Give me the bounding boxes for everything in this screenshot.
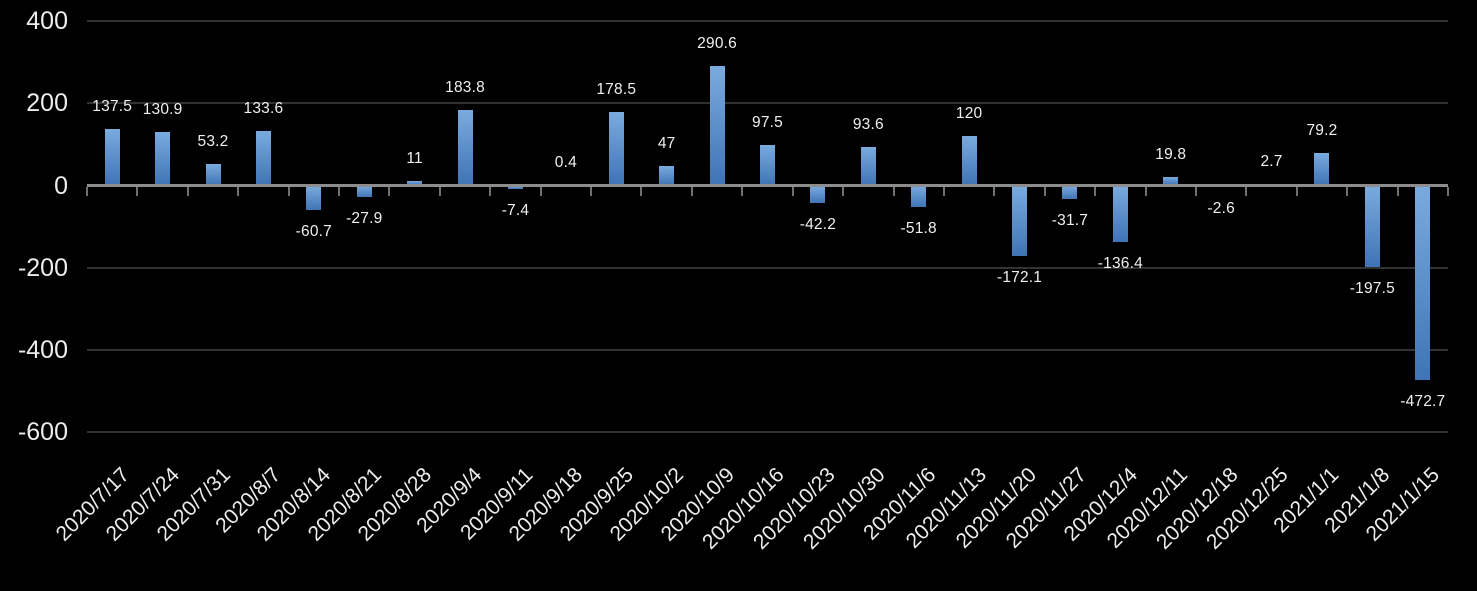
bar-value-label: 79.2 bbox=[1306, 121, 1338, 139]
bar-value-label: 137.5 bbox=[92, 97, 133, 115]
y-axis-label: -600 bbox=[17, 418, 68, 447]
bar-value-label: -42.2 bbox=[799, 215, 837, 233]
gridline bbox=[87, 349, 1448, 352]
bar-value-label: -60.7 bbox=[295, 223, 332, 241]
bar-value-label: 53.2 bbox=[197, 132, 229, 150]
bar bbox=[709, 65, 725, 186]
bar bbox=[1415, 185, 1431, 381]
axis-tick bbox=[1144, 187, 1147, 196]
x-axis-line bbox=[87, 184, 1448, 187]
axis-tick bbox=[640, 187, 643, 196]
bar-value-label: 178.5 bbox=[596, 81, 637, 99]
bar bbox=[356, 185, 372, 197]
bar-value-label: 19.8 bbox=[1155, 146, 1187, 164]
axis-tick bbox=[287, 187, 290, 196]
bar-value-label: -51.8 bbox=[900, 219, 937, 237]
gridline bbox=[87, 19, 1448, 22]
axis-tick bbox=[388, 187, 391, 196]
axis-tick bbox=[539, 187, 542, 196]
bar-value-label: 130.9 bbox=[142, 100, 183, 118]
axis-tick bbox=[1043, 187, 1046, 196]
axis-tick bbox=[690, 187, 693, 196]
bar bbox=[457, 109, 473, 186]
bar bbox=[911, 185, 927, 207]
bar-value-label: 183.8 bbox=[445, 78, 485, 96]
bar bbox=[104, 128, 120, 186]
axis-tick bbox=[86, 187, 88, 196]
bar bbox=[255, 130, 271, 186]
y-axis-label: 400 bbox=[26, 6, 68, 35]
y-axis-label: -400 bbox=[17, 336, 68, 365]
axis-tick bbox=[791, 187, 794, 196]
bar bbox=[1364, 185, 1380, 267]
bar-value-label: 47 bbox=[657, 135, 676, 153]
bar bbox=[760, 145, 775, 186]
bar-value-label: -7.4 bbox=[501, 201, 530, 219]
bar bbox=[810, 185, 826, 203]
axis-tick bbox=[438, 187, 441, 196]
gridline bbox=[87, 431, 1448, 434]
axis-tick bbox=[1295, 187, 1298, 196]
axis-tick bbox=[1447, 187, 1449, 196]
bar-value-label: -2.6 bbox=[1207, 199, 1235, 217]
bar-value-label: -197.5 bbox=[1349, 279, 1395, 297]
axis-tick bbox=[590, 187, 593, 196]
bar bbox=[1012, 185, 1028, 257]
bar-value-label: -136.4 bbox=[1097, 254, 1143, 272]
bar bbox=[659, 166, 675, 186]
bar-value-label: -172.1 bbox=[996, 269, 1043, 287]
axis-tick bbox=[1194, 187, 1197, 196]
bar bbox=[1314, 152, 1330, 186]
bar bbox=[205, 163, 221, 186]
y-axis-label: 200 bbox=[26, 89, 68, 118]
bar-value-label: 11 bbox=[406, 149, 423, 167]
bar-value-label: -31.7 bbox=[1051, 211, 1089, 229]
bar-value-label: 133.6 bbox=[243, 99, 284, 117]
axis-tick bbox=[136, 187, 139, 196]
axis-tick bbox=[1396, 187, 1399, 196]
axis-tick bbox=[489, 187, 492, 196]
bar-value-label: 120 bbox=[955, 105, 983, 123]
bar-value-label: 2.7 bbox=[1260, 153, 1283, 171]
bar-value-label: -27.9 bbox=[346, 209, 383, 227]
bar bbox=[306, 185, 322, 211]
bar bbox=[1163, 177, 1179, 186]
axis-tick bbox=[338, 187, 341, 196]
axis-tick bbox=[892, 187, 895, 196]
axis-tick bbox=[1346, 187, 1349, 196]
bar bbox=[860, 146, 876, 186]
axis-tick bbox=[842, 187, 845, 196]
bar bbox=[507, 185, 523, 189]
bar-value-label: 93.6 bbox=[852, 115, 884, 133]
bar-value-label: 290.6 bbox=[697, 34, 737, 52]
gridline bbox=[87, 102, 1448, 105]
bar bbox=[1062, 185, 1078, 199]
bar bbox=[961, 136, 977, 186]
axis-tick bbox=[1094, 187, 1097, 196]
axis-tick bbox=[186, 187, 189, 196]
bar-value-label: 0.4 bbox=[554, 154, 577, 172]
y-axis-label: -200 bbox=[17, 253, 68, 282]
bar-value-label: -472.7 bbox=[1400, 393, 1446, 411]
bar bbox=[608, 112, 624, 186]
gridline bbox=[87, 266, 1448, 269]
bar bbox=[1112, 185, 1128, 242]
bar bbox=[407, 180, 423, 186]
axis-tick bbox=[993, 187, 996, 196]
axis-tick bbox=[1245, 187, 1248, 196]
axis-tick bbox=[942, 187, 945, 196]
axis-tick bbox=[741, 187, 744, 196]
bar bbox=[155, 131, 171, 186]
bar-value-label: 97.5 bbox=[752, 114, 783, 132]
axis-tick bbox=[237, 187, 240, 196]
y-axis-label: 0 bbox=[54, 171, 68, 200]
